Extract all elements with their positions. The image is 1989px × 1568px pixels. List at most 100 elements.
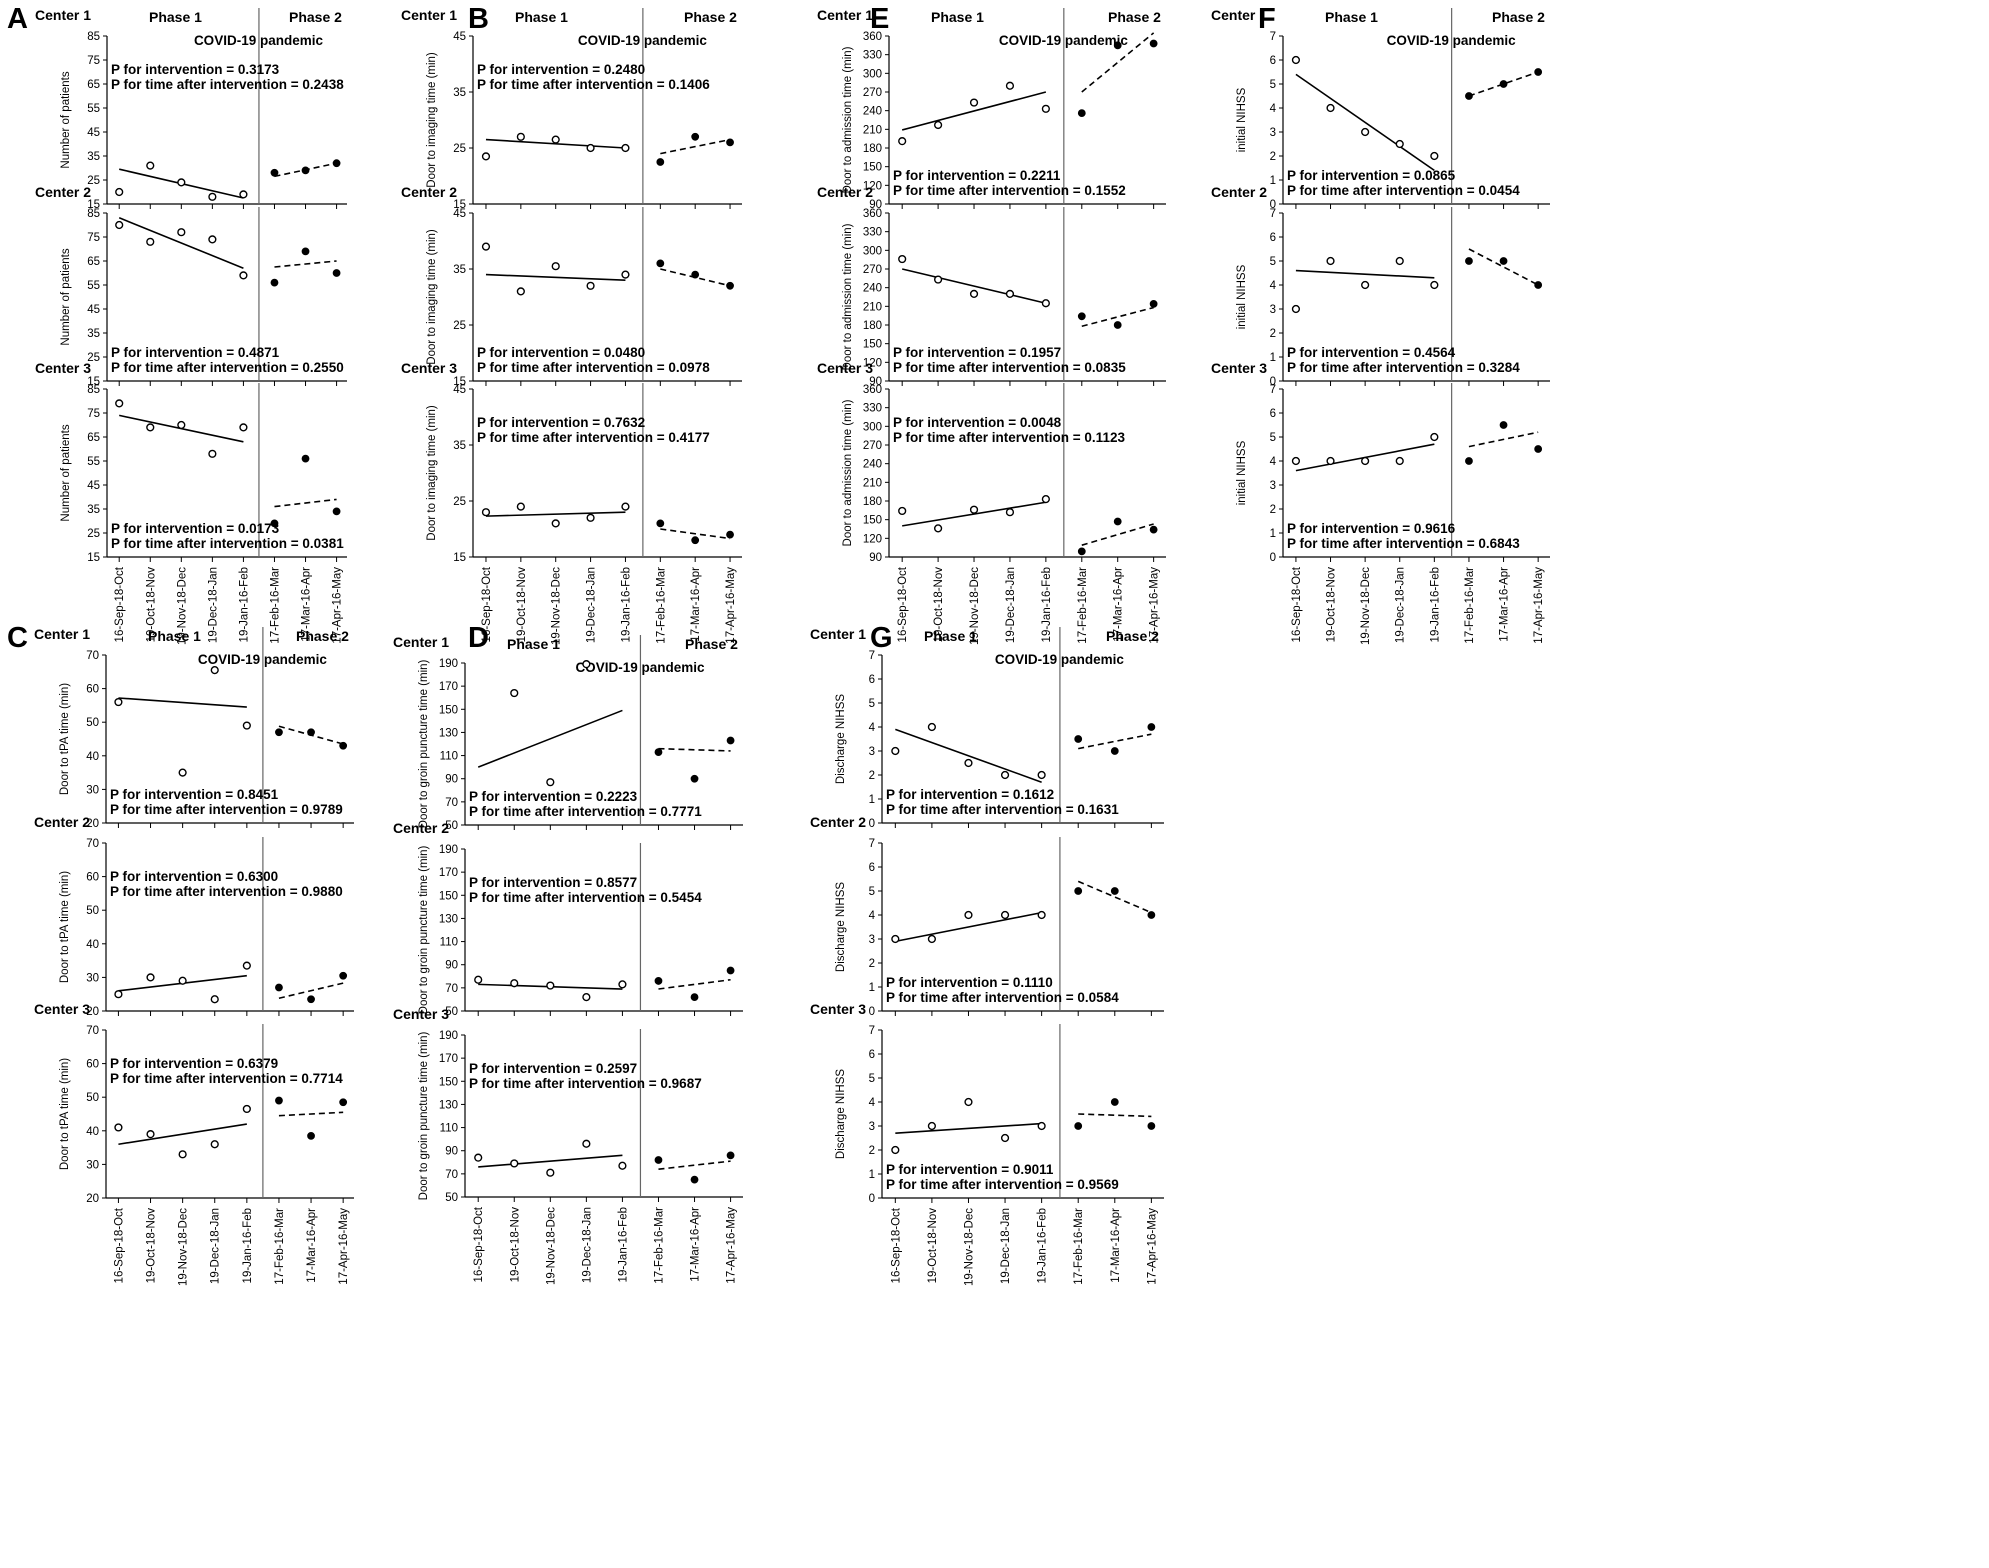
p-intervention-text: P for intervention = 0.3173 [111, 62, 280, 77]
y-tick-label: 25 [453, 320, 466, 332]
phase1-point [1361, 127, 1370, 137]
y-tick-label: 7 [1270, 208, 1276, 220]
y-tick-label: 300 [863, 245, 882, 257]
phase2-trend-line [1078, 733, 1152, 750]
center-title: Center 3 [817, 360, 873, 376]
y-axis-label: initial NIHSS [1236, 87, 1248, 152]
y-tick-label: 7 [1270, 31, 1276, 43]
phase2-point [332, 507, 341, 516]
phase1-point [621, 270, 630, 279]
x-tick-label: 19-Dec-18-Jan [1005, 567, 1017, 643]
phase1-point [1430, 151, 1439, 161]
phase1-point [551, 262, 560, 271]
phase2-point [1074, 887, 1083, 895]
phase2-point [307, 995, 315, 1004]
center-title: Center 3 [34, 1001, 90, 1017]
y-tick-label: 190 [439, 1030, 458, 1042]
y-tick-label: 60 [86, 684, 99, 696]
phase2-trend-line [1468, 248, 1539, 286]
y-tick-label: 6 [869, 674, 875, 686]
p-intervention-text: P for intervention = 0.0865 [1287, 168, 1456, 183]
p-intervention-text: P for intervention = 0.2223 [469, 789, 638, 804]
y-tick-label: 110 [440, 937, 458, 949]
y-tick-label: 40 [86, 751, 99, 763]
x-tick-label: 19-Jan-16-Feb [617, 1207, 629, 1282]
p-time-text: P for time after intervention = 0.0381 [111, 536, 344, 551]
y-tick-label: 150 [439, 890, 458, 902]
p-intervention-text: P for intervention = 0.2480 [477, 62, 645, 77]
phase2-point [307, 728, 315, 737]
phase2-trend-line [660, 528, 731, 540]
center-title: Center 2 [810, 814, 866, 830]
y-tick-label: 270 [863, 264, 882, 276]
y-tick-label: 70 [86, 838, 99, 850]
y-tick-label: 6 [869, 862, 875, 874]
phase1-point [546, 1168, 555, 1177]
phase2-point [339, 741, 348, 750]
y-tick-label: 240 [863, 106, 882, 118]
y-tick-label: 330 [863, 403, 882, 415]
y-tick-label: 5 [1270, 432, 1276, 444]
phase1-point [891, 934, 900, 944]
y-tick-label: 120 [863, 533, 882, 545]
p-time-text: P for time after intervention = 0.0454 [1287, 183, 1520, 198]
y-tick-label: 45 [453, 208, 466, 220]
y-tick-label: 75 [87, 408, 100, 420]
y-tick-label: 1 [869, 1169, 875, 1181]
y-tick-label: 75 [87, 232, 100, 244]
y-tick-label: 15 [453, 199, 466, 211]
p-time-text: P for time after intervention = 0.5454 [469, 890, 702, 905]
phase1-point [146, 973, 155, 982]
y-tick-label: 55 [87, 456, 100, 468]
phase1-point [146, 237, 155, 246]
p-time-text: P for time after intervention = 0.1631 [886, 802, 1119, 817]
phase2-point [1077, 547, 1086, 556]
y-tick-label: 35 [87, 328, 100, 340]
phase2-label: Phase 2 [1108, 9, 1161, 25]
y-tick-label: 1 [869, 982, 875, 994]
y-axis-label: Door to admission time (min) [842, 399, 854, 546]
y-tick-label: 6 [1270, 408, 1276, 420]
x-tick-label: 19-Jan-16-Feb [620, 567, 632, 642]
phase1-point [1326, 103, 1335, 113]
phase2-point [301, 247, 310, 256]
y-tick-label: 50 [445, 820, 458, 832]
center-title: Center 3 [393, 1006, 449, 1022]
phase1-point [582, 1139, 591, 1148]
phase2-point [332, 269, 341, 277]
phase1-point [474, 975, 483, 984]
y-tick-label: 210 [863, 301, 882, 313]
x-tick-label: 19-Oct-18-Nov [1326, 567, 1338, 643]
phase1-point [964, 1097, 973, 1107]
phase1-point [1037, 910, 1046, 920]
center-title: Center 1 [817, 7, 873, 23]
p-time-text: P for time after intervention = 0.9687 [469, 1076, 702, 1091]
p-intervention-text: P for intervention = 0.1612 [886, 787, 1054, 802]
y-tick-label: 5 [869, 1073, 875, 1085]
x-tick-label: 17-Mar-16-Apr [306, 1208, 318, 1283]
y-tick-label: 0 [1270, 376, 1276, 388]
center-title: Center 3 [35, 360, 91, 376]
phase2-trend-line [1468, 71, 1539, 97]
phase1-trend-line [901, 91, 1047, 131]
phase2-point [654, 748, 663, 756]
phase2-trend-line [274, 498, 337, 508]
y-tick-label: 90 [869, 376, 882, 388]
x-tick-label: 16-Sep-18-Oct [113, 1207, 125, 1283]
p-intervention-text: P for intervention = 0.1957 [893, 345, 1061, 360]
y-tick-label: 110 [440, 1123, 458, 1135]
x-tick-label: 19-Dec-18-Jan [586, 567, 598, 643]
phase2-point [1149, 525, 1158, 534]
phase2-trend-line [278, 1111, 344, 1117]
phase1-point [621, 143, 630, 153]
phase1-point [1326, 456, 1335, 466]
y-tick-label: 5 [1270, 79, 1276, 91]
y-tick-label: 70 [445, 1169, 458, 1181]
phase2-point [1074, 735, 1083, 743]
y-tick-label: 15 [453, 552, 466, 564]
